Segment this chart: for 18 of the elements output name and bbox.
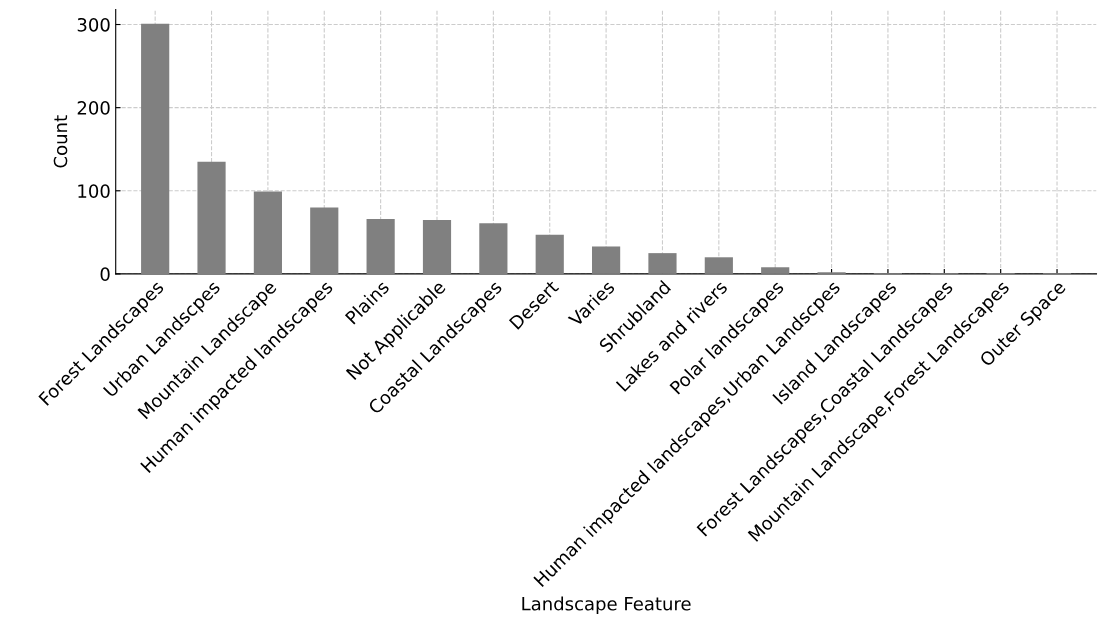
x-axis-title: Landscape Feature — [522, 596, 691, 615]
bar — [592, 246, 621, 274]
bar — [479, 223, 508, 274]
y-tick-label: 200 — [77, 101, 110, 115]
bar — [366, 219, 395, 274]
bar — [648, 253, 677, 274]
bar — [141, 23, 170, 274]
bar — [422, 219, 452, 274]
bar — [704, 257, 733, 274]
bar — [535, 234, 564, 274]
bar — [253, 191, 282, 274]
bar — [761, 267, 790, 274]
bar — [310, 207, 339, 274]
y-tick-label: 100 — [78, 184, 110, 198]
y-tick-label: 0 — [100, 267, 110, 282]
y-tick-label: 300 — [77, 17, 110, 32]
bar — [197, 161, 226, 274]
y-axis-title: Count — [53, 115, 68, 168]
